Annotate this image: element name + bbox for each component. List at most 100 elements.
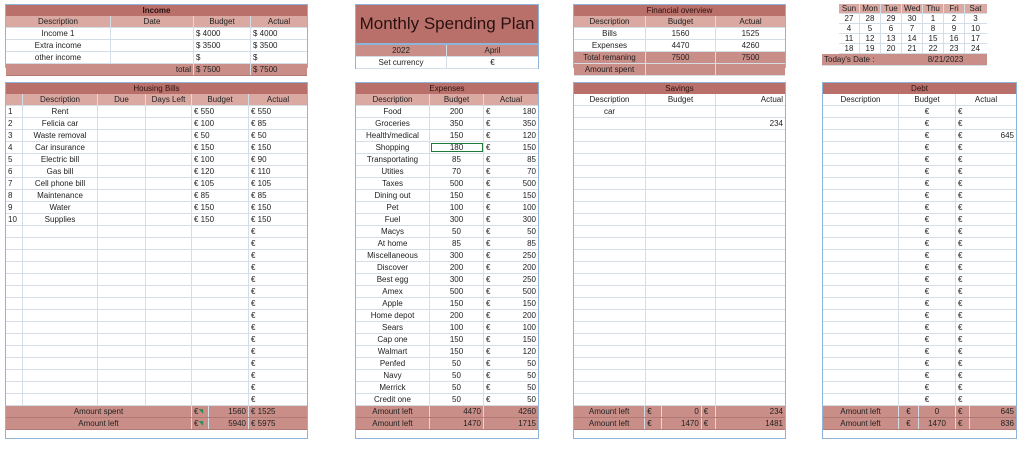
calendar-day[interactable]: 4 [839, 24, 860, 33]
bill-actual[interactable]: € [251, 323, 256, 332]
savings-description[interactable] [574, 346, 646, 357]
expense-budget[interactable]: 100 [430, 322, 484, 333]
bill-budget[interactable] [192, 250, 249, 261]
debt-budget[interactable]: € [899, 178, 956, 189]
debt-budget[interactable]: € [899, 238, 956, 249]
expense-description[interactable]: Amex [356, 286, 430, 297]
expense-description[interactable]: Sears [356, 322, 430, 333]
savings-description[interactable] [574, 142, 646, 153]
expense-description[interactable]: Miscellaneous [356, 250, 430, 261]
calendar-day[interactable]: 5 [860, 24, 881, 33]
error-marker-icon[interactable]: ◥ [198, 409, 204, 415]
income-description[interactable]: other income [6, 52, 111, 63]
bill-actual[interactable]: € [251, 239, 256, 248]
bill-days-left[interactable] [146, 202, 192, 213]
debt-actual[interactable]: € [956, 106, 1016, 117]
bill-due[interactable] [98, 286, 146, 297]
bill-actual[interactable]: € 85 [251, 119, 267, 128]
debt-actual[interactable]: € [956, 370, 1016, 381]
savings-actual[interactable] [716, 166, 785, 177]
income-total-row[interactable]: total $ 7500 $ 7500 [6, 64, 307, 76]
bill-days-left[interactable] [146, 310, 192, 321]
bill-description[interactable] [23, 310, 98, 321]
calendar-day[interactable]: 2 [944, 14, 965, 23]
left-budget[interactable]: 4470 [430, 406, 484, 417]
expense-description[interactable]: Home depot [356, 310, 430, 321]
debt-budget[interactable]: € [899, 106, 956, 117]
bill-budget[interactable] [192, 310, 249, 321]
calendar-day[interactable]: 15 [923, 34, 944, 43]
savings-actual[interactable] [716, 262, 785, 273]
left-budget[interactable]: 5940 [209, 418, 249, 429]
bill-days-left[interactable] [146, 250, 192, 261]
debt-description[interactable] [823, 358, 899, 369]
bill-days-left[interactable] [146, 262, 192, 273]
expense-description[interactable]: Credit one [356, 394, 430, 405]
debt-actual[interactable]: € [956, 346, 1016, 357]
bill-days-left[interactable] [146, 238, 192, 249]
debt-actual[interactable]: € [956, 178, 1016, 189]
calendar-day[interactable]: 30 [902, 14, 923, 23]
debt-budget[interactable]: € [899, 118, 956, 129]
debt-description[interactable] [823, 190, 899, 201]
savings-budget[interactable] [646, 250, 716, 261]
debt-actual[interactable]: € [956, 382, 1016, 393]
debt-budget[interactable]: € [899, 166, 956, 177]
bill-actual[interactable]: € [251, 263, 256, 272]
debt-description[interactable] [823, 382, 899, 393]
bill-description[interactable] [23, 334, 98, 345]
bill-actual[interactable]: € [251, 251, 256, 260]
expense-budget[interactable]: 150 [430, 298, 484, 309]
bill-due[interactable] [98, 250, 146, 261]
overview-actual[interactable]: 1525 [741, 29, 760, 38]
bill-due[interactable] [98, 298, 146, 309]
debt-actual[interactable]: € [956, 142, 1016, 153]
expense-description[interactable]: Discover [356, 262, 430, 273]
bill-days-left[interactable] [146, 382, 192, 393]
bill-budget[interactable] [192, 346, 249, 357]
debt-actual[interactable]: € [956, 154, 1016, 165]
expense-budget[interactable]: 100 [430, 202, 484, 213]
savings-budget[interactable] [646, 130, 716, 141]
debt-description[interactable] [823, 274, 899, 285]
debt-budget[interactable]: € [899, 394, 956, 405]
bill-budget[interactable] [192, 370, 249, 381]
bill-due[interactable] [98, 358, 146, 369]
expense-actual[interactable]: €500 [484, 286, 538, 297]
debt-actual[interactable]: € [956, 166, 1016, 177]
total-actual[interactable]: $ 7500 [253, 65, 278, 74]
bill-budget[interactable] [192, 322, 249, 333]
expense-budget[interactable]: 85 [430, 154, 484, 165]
bill-due[interactable] [98, 130, 146, 141]
savings-actual[interactable] [716, 190, 785, 201]
expense-description[interactable]: Shopping [356, 142, 430, 153]
debt-description[interactable] [823, 334, 899, 345]
savings-description[interactable] [574, 274, 646, 285]
debt-description[interactable] [823, 178, 899, 189]
bill-description[interactable]: Car insurance [23, 142, 98, 153]
bill-due[interactable] [98, 226, 146, 237]
expense-actual[interactable]: €150 [484, 190, 538, 201]
debt-budget[interactable]: € [899, 286, 956, 297]
expense-actual[interactable]: €50 [484, 394, 538, 405]
calendar-day[interactable]: 16 [944, 34, 965, 43]
savings-description[interactable] [574, 262, 646, 273]
left-actual[interactable]: 836 [1000, 419, 1014, 428]
bill-description[interactable] [23, 322, 98, 333]
bill-due[interactable] [98, 178, 146, 189]
expense-actual[interactable]: €120 [484, 346, 538, 357]
bill-due[interactable] [98, 214, 146, 225]
bill-actual[interactable]: € [251, 395, 256, 404]
debt-actual[interactable]: € [956, 310, 1016, 321]
calendar-day[interactable]: 9 [944, 24, 965, 33]
debt-budget[interactable]: € [899, 346, 956, 357]
savings-actual[interactable]: 234 [769, 119, 783, 128]
bill-actual[interactable]: € [251, 299, 256, 308]
debt-actual[interactable]: € [956, 214, 1016, 225]
debt-description[interactable] [823, 142, 899, 153]
spent-budget[interactable]: 1560 [209, 406, 249, 417]
bill-description[interactable]: Electric bill [23, 154, 98, 165]
left-actual[interactable]: 645 [1000, 407, 1014, 416]
savings-actual[interactable] [716, 250, 785, 261]
debt-description[interactable] [823, 118, 899, 129]
